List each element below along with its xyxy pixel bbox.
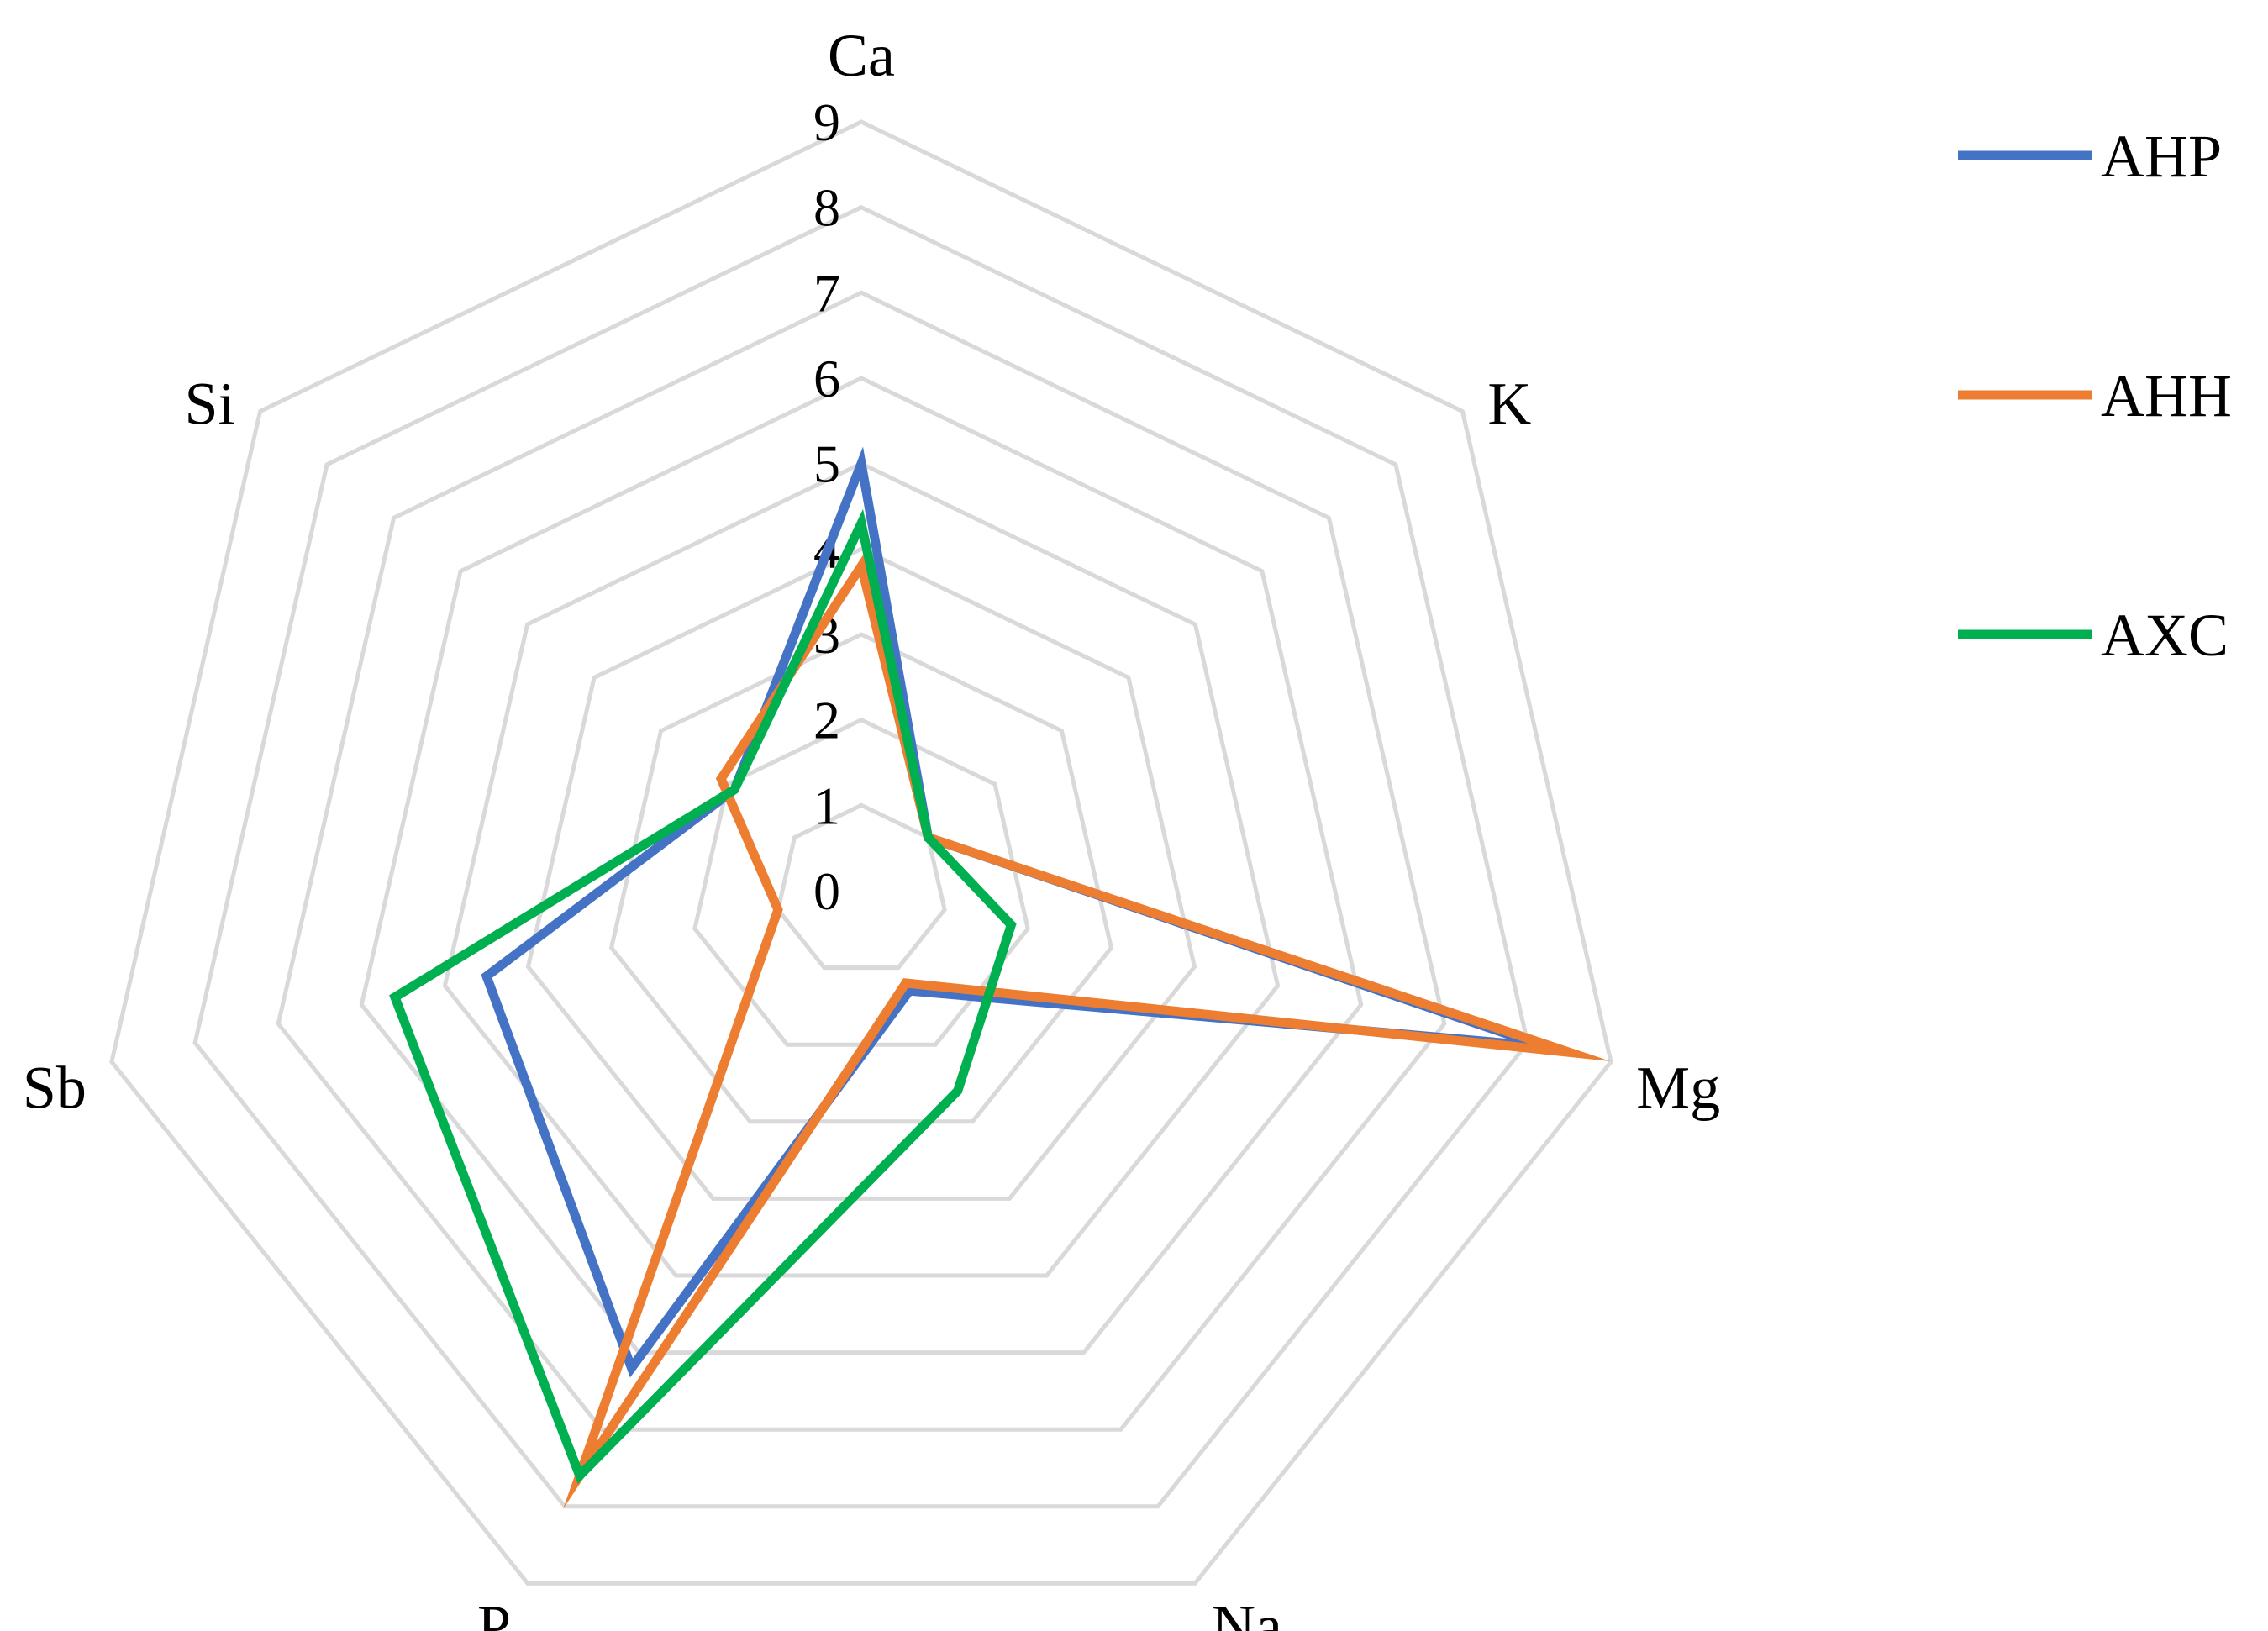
tick-label: 6: [813, 349, 840, 408]
axis-label-ca: Ca: [828, 22, 895, 89]
series-lines: [389, 446, 1611, 1509]
tick-label: 5: [813, 434, 840, 494]
tick-label: 8: [813, 178, 840, 238]
tick-label: 7: [813, 263, 840, 323]
legend-label-axc: AXC: [2101, 602, 2229, 669]
grid-ring-1: [776, 802, 947, 971]
legend-label-ahp: AHP: [2101, 123, 2222, 190]
grid-ring-8: [192, 204, 1530, 1509]
axis-labels: Ca K Mg Na P Sb Si: [23, 22, 1720, 1631]
series-line-axc: [389, 508, 1017, 1485]
axis-label-na: Na: [1212, 1592, 1282, 1631]
legend-label-ahh: AHH: [2101, 362, 2232, 429]
grid-ring-9: [109, 119, 1613, 1586]
tick-label: 1: [813, 776, 840, 835]
axis-label-mg: Mg: [1636, 1055, 1720, 1122]
tick-label: 9: [813, 92, 840, 152]
series-line-ahp: [481, 446, 1582, 1378]
legend: AHP AHH AXC: [1958, 123, 2232, 669]
grid-ring-3: [608, 632, 1114, 1124]
grid-ring-5: [442, 460, 1281, 1278]
axis-label-p: P: [477, 1592, 511, 1631]
grid-ring-7: [276, 290, 1447, 1432]
tick-label: 0: [813, 861, 840, 921]
grid-ring-4: [525, 546, 1197, 1201]
axis-label-sb: Sb: [23, 1055, 87, 1122]
tick-label: 2: [813, 691, 840, 750]
grid-ring-6: [359, 376, 1364, 1355]
axis-label-si: Si: [185, 371, 235, 438]
series-line-ahh: [562, 555, 1611, 1509]
axis-label-k: K: [1487, 371, 1531, 438]
grid: [109, 119, 1613, 1586]
